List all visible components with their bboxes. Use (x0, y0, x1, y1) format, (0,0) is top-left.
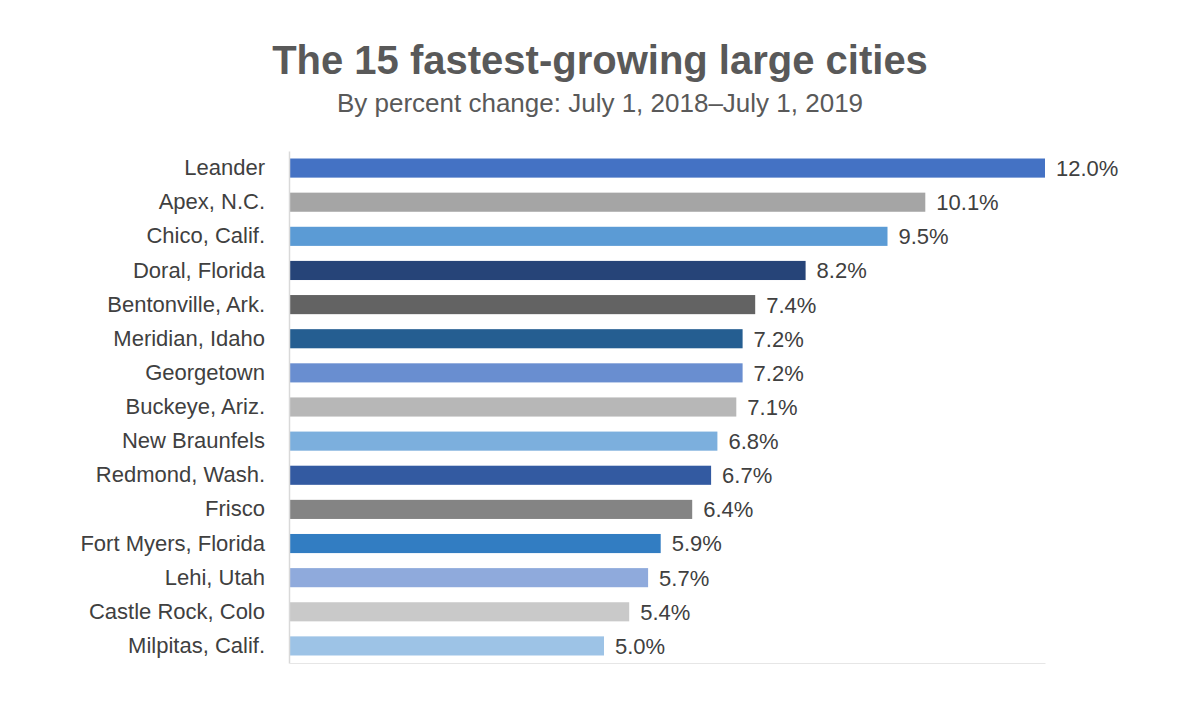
tick-label: Frisco (205, 496, 265, 521)
bar (289, 363, 743, 382)
tick: Fort Myers, Florida (80, 531, 289, 556)
tick-label: Castle Rock, Colo (89, 599, 265, 624)
bar (289, 466, 711, 485)
tick-label: Bentonville, Ark. (107, 292, 265, 317)
data-label: 7.2% (754, 327, 804, 352)
tick: Doral, Florida (133, 258, 289, 283)
data-label: 7.2% (754, 361, 804, 386)
tick: Milpitas, Calif. (128, 633, 289, 658)
data-label: 6.4% (703, 497, 753, 522)
tick: Georgetown (145, 360, 289, 385)
axis-line (289, 152, 291, 664)
tick-label: Fort Myers, Florida (80, 531, 265, 556)
tick-label: Leander (184, 155, 265, 180)
title: The 15 fastest-growing large cities (272, 38, 928, 82)
y-axis: Leander Apex, N.C. Chico, Calif. Doral, Flo… (80, 152, 289, 664)
data-labels: 12.0% 10.1% 9.5% 8.2%7.4% 7.2% 7.2% 7.1% 6.8% 6.… (615, 156, 1118, 659)
data-label: 9.5% (899, 224, 949, 249)
data-label: 5.7% (659, 566, 709, 591)
axis-line (290, 663, 1046, 664)
tick: Redmond, Wash. (96, 462, 289, 487)
tick-label: Georgetown (145, 360, 265, 385)
data-label: 6.8% (728, 429, 778, 454)
chart: The 15 fastest-growing large cities By pe… (0, 0, 1200, 711)
data-label: 5.0% (615, 634, 665, 659)
bar (289, 636, 604, 655)
tick-label: New Braunfels (122, 428, 265, 453)
bar (289, 261, 806, 280)
tick-label: Doral, Florida (133, 258, 266, 283)
data-label: 8.2% (817, 258, 867, 283)
tick: Buckeye, Ariz. (126, 394, 289, 419)
subtitle: By percent change: July 1, 2018–July 1, … (337, 88, 863, 118)
data-label: 7.4% (766, 293, 816, 318)
tick-label: Apex, N.C. (159, 189, 265, 214)
tick: New Braunfels (122, 428, 289, 453)
tick: Castle Rock, Colo (89, 599, 289, 624)
bar (289, 329, 743, 348)
data-label: 10.1% (936, 190, 998, 215)
data-label: 6.7% (722, 463, 772, 488)
data-label: 12.0% (1056, 156, 1118, 181)
tick-label: Lehi, Utah (165, 565, 265, 590)
tick-label: Chico, Calif. (146, 223, 265, 248)
tick-label: Meridian, Idaho (113, 326, 265, 351)
bar (289, 500, 692, 519)
bar (289, 534, 661, 553)
tick: Apex, N.C. (159, 189, 289, 214)
tick: Frisco (205, 496, 289, 521)
tick: Lehi, Utah (165, 565, 289, 590)
tick-label: Redmond, Wash. (96, 462, 265, 487)
tick-label: Buckeye, Ariz. (126, 394, 265, 419)
data-label: 5.4% (640, 600, 690, 625)
tick: Meridian, Idaho (113, 326, 289, 351)
tick: Leander (184, 155, 289, 180)
tick-label: Milpitas, Calif. (128, 633, 265, 658)
bars (289, 159, 1045, 656)
bar (289, 568, 648, 587)
tick: Chico, Calif. (146, 223, 289, 248)
bar (289, 295, 755, 314)
bar (289, 159, 1045, 178)
tick: Bentonville, Ark. (107, 292, 289, 317)
data-label: 7.1% (747, 395, 797, 420)
x-axis (290, 663, 1046, 664)
bar (289, 397, 736, 416)
plot: Leander Apex, N.C. Chico, Calif. Doral, Flo… (80, 152, 1118, 664)
bar (289, 432, 717, 451)
data-label: 5.9% (672, 531, 722, 556)
bar (289, 227, 888, 246)
bar (289, 602, 629, 621)
bar (289, 193, 925, 212)
